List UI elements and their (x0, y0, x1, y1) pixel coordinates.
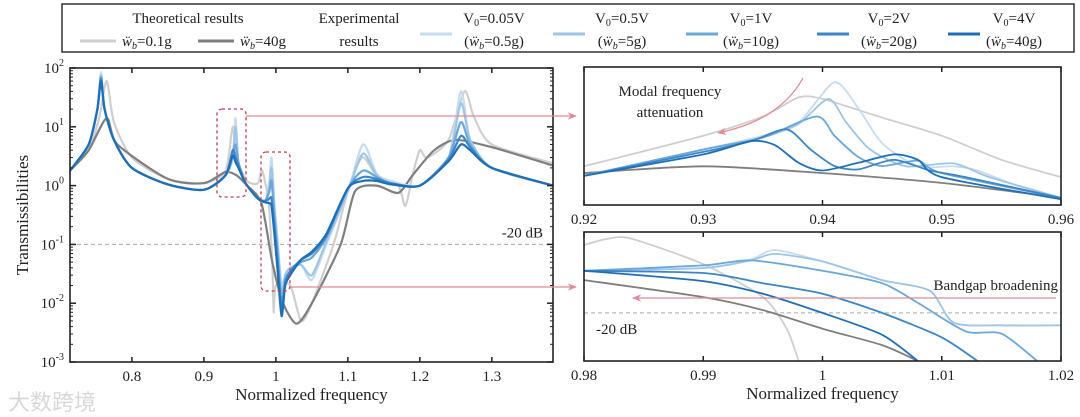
y-tick-label: 101 (44, 117, 64, 136)
legend-label-voltage: V0=4V (993, 11, 1036, 29)
chart-panel-0: 0.8 0.9 1 1.1 1.2 1.3 Normalized frequency Tran… (13, 58, 554, 404)
chart-panel-2: 0.98 0.99 1 1.01 1.02 Normalized frequency -20… (571, 231, 1074, 403)
axes-frame (583, 231, 1062, 362)
series-line-6 (584, 139, 1061, 201)
legend-label-theory-0.1g: ẅb=0.1g (122, 34, 172, 52)
reference-line-label: -20 dB (596, 322, 637, 338)
series-line-3 (70, 74, 553, 295)
series-line-4 (584, 259, 1038, 361)
x-tick-label: 0.98 (571, 368, 597, 384)
x-tick-label: 0.92 (571, 212, 597, 228)
x-tick-label: 1 (819, 368, 827, 384)
x-axis-label: Normalized frequency (235, 385, 388, 404)
legend-label-acceleration: (ẅb=5g) (598, 34, 646, 52)
annotation-bandgap: Bandgap broadening (933, 278, 1058, 294)
y-tick-label: 10-2 (41, 293, 64, 312)
series-line-0 (70, 79, 553, 323)
zoom-box-modal (216, 108, 247, 198)
x-tick-label: 0.93 (690, 212, 716, 228)
legend: Theoretical results ẅb=0.1g ẅb=40g Exper… (61, 3, 1075, 53)
legend-label-voltage: V0=0.5V (595, 11, 649, 29)
x-tick-label: 0.96 (1048, 212, 1075, 228)
zoom-box-bandgap (260, 151, 291, 292)
series-line-6 (584, 269, 919, 361)
modal-attenuation-arrow (717, 77, 804, 135)
legend-label-voltage: V0=2V (868, 11, 911, 29)
series-line-0 (584, 236, 800, 361)
x-tick-label: 1.3 (482, 369, 501, 385)
legend-exp-title-1: Experimental (319, 11, 400, 27)
legend-label-voltage: V0=0.05V (463, 11, 525, 29)
annotation-modal-line2: attenuation (637, 105, 704, 121)
legend-exp-title-2: results (339, 34, 378, 50)
reference-line-label: -20 dB (502, 225, 543, 241)
x-tick-label: 1 (272, 369, 280, 385)
series-line-6 (70, 79, 553, 318)
x-tick-label: 0.8 (123, 369, 142, 385)
series-line-1 (584, 165, 1061, 199)
annotation-modal-line1: Modal frequency (619, 84, 722, 100)
y-tick-label: 10-1 (41, 234, 64, 253)
x-tick-label: 1.2 (410, 369, 429, 385)
legend-label-acceleration: (ẅb=0.5g) (464, 34, 524, 52)
chart-panel-1: 0.92 0.93 0.94 0.95 0.96 (571, 66, 1075, 228)
legend-theory-title: Theoretical results (132, 11, 243, 27)
series-line-5 (584, 128, 1061, 199)
legend-label-theory-40g: ẅb=40g (240, 34, 286, 52)
legend-label-acceleration: (ẅb=40g) (986, 34, 1042, 52)
y-tick-label: 10-3 (41, 352, 64, 371)
x-tick-label: 0.99 (690, 368, 716, 384)
series-line-4 (70, 76, 553, 305)
x-tick-label: 0.9 (195, 369, 214, 385)
axes-frame (69, 67, 554, 363)
x-tick-label: 1.1 (338, 369, 357, 385)
y-tick-label: 100 (44, 176, 64, 195)
x-tick-label: 1.01 (929, 368, 955, 384)
y-axis-label: Transmissibilities (13, 155, 32, 275)
watermark: 大数跨境 (8, 391, 96, 416)
legend-frame (61, 3, 1075, 53)
series-line-5 (584, 269, 978, 361)
legend-label-acceleration: (ẅb=10g) (723, 34, 779, 52)
legend-label-acceleration: (ẅb=20g) (861, 34, 917, 52)
series-line-1 (584, 279, 919, 361)
series-line-1 (70, 117, 553, 325)
legend-label-voltage: V0=1V (730, 11, 773, 29)
y-tick-label: 102 (44, 58, 64, 77)
x-tick-label: 0.94 (809, 212, 836, 228)
x-axis-label: Normalized frequency (746, 384, 899, 403)
series-line-0 (584, 95, 1061, 178)
x-tick-label: 0.95 (929, 212, 955, 228)
series-line-3 (584, 252, 1061, 327)
x-tick-label: 1.02 (1048, 368, 1074, 384)
